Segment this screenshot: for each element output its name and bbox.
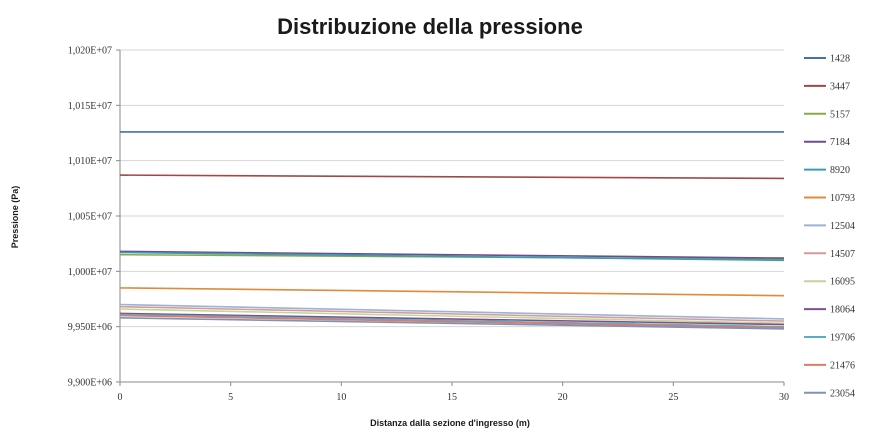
y-tick-label: 1,010E+07 xyxy=(68,156,112,167)
y-tick-label: 9,950E+06 xyxy=(68,322,112,333)
legend-label-21476: 21476 xyxy=(830,360,855,371)
legend-label-23054: 23054 xyxy=(830,388,855,399)
y-tick-label: 9,900E+06 xyxy=(68,378,112,389)
y-tick-labels: 9,900E+06 9,950E+06 1,000E+07 1,005E+07 1,01… xyxy=(68,46,112,389)
series-line-3447 xyxy=(119,174,785,180)
chart-title: Distribuzione della pressione xyxy=(277,14,583,39)
series-line-23054 xyxy=(119,317,785,330)
legend-label-12504: 12504 xyxy=(830,221,855,232)
series-line-16095 xyxy=(119,308,785,325)
legend-label-7184: 7184 xyxy=(830,137,850,148)
series-line-14507 xyxy=(119,305,785,322)
y-tick-label: 1,020E+07 xyxy=(68,46,112,57)
series-line-7184 xyxy=(119,250,785,259)
grid-lines xyxy=(120,49,784,383)
y-axis-label: Pressione (Pa) xyxy=(10,186,20,249)
x-axis-label: Distanza dalla sezione d'ingresso (m) xyxy=(370,418,530,428)
y-tick-label: 1,000E+07 xyxy=(68,267,112,278)
legend-label-19706: 19706 xyxy=(830,333,855,344)
x-tick-label: 20 xyxy=(558,392,568,403)
series-line-12504 xyxy=(119,303,785,320)
x-tick-label: 15 xyxy=(447,392,457,403)
x-tick-label: 25 xyxy=(668,392,678,403)
series-line-10793 xyxy=(119,287,785,297)
x-tick-label: 10 xyxy=(336,392,346,403)
legend-label-16095: 16095 xyxy=(830,277,855,288)
series-line-8920 xyxy=(119,251,785,262)
x-tick-label: 5 xyxy=(228,392,233,403)
x-tick-label: 0 xyxy=(118,392,123,403)
series-lines xyxy=(119,131,785,330)
x-tick-labels: 0 5 10 15 20 25 30 xyxy=(118,392,790,403)
axes xyxy=(116,49,785,386)
legend-label-10793: 10793 xyxy=(830,193,855,204)
legend-label-5157: 5157 xyxy=(830,109,850,120)
series-line-19706 xyxy=(119,313,785,328)
legend-label-3447: 3447 xyxy=(830,81,850,92)
y-tick-label: 1,005E+07 xyxy=(68,212,112,223)
legend-label-18064: 18064 xyxy=(830,305,855,316)
series-line-21476 xyxy=(119,314,785,329)
legend-label-1428: 1428 xyxy=(830,54,850,65)
x-tick-label: 30 xyxy=(779,392,789,403)
series-line-18064 xyxy=(119,312,785,326)
legend-label-8920: 8920 xyxy=(830,165,850,176)
y-tick-label: 1,015E+07 xyxy=(68,101,112,112)
legend: 1428 3447 5157 7184 8920 10793 12504 14507 16095… xyxy=(804,54,855,399)
legend-label-14507: 14507 xyxy=(830,249,855,260)
